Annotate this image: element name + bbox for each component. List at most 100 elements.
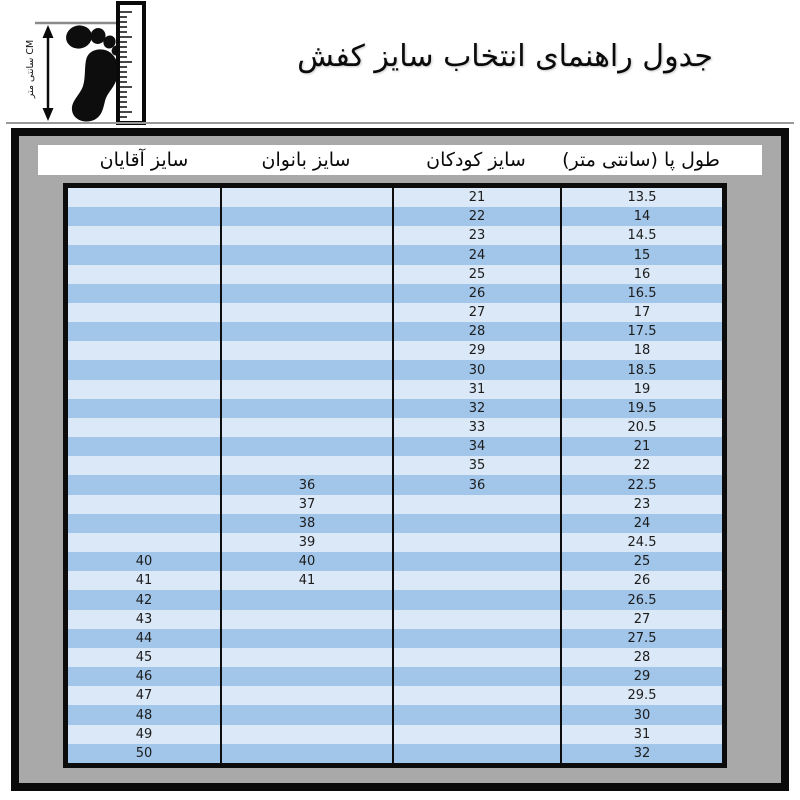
cell-children <box>392 552 560 572</box>
cell-women <box>220 226 392 246</box>
cell-children: 36 <box>392 475 560 495</box>
cell-foot: 26.5 <box>560 590 722 610</box>
cell-foot: 24.5 <box>560 532 722 553</box>
table-row: 37 23 <box>68 494 722 514</box>
cell-foot: 27.5 <box>560 628 722 648</box>
cell-children: 35 <box>392 456 560 476</box>
cell-women <box>220 590 392 610</box>
cell-men <box>68 341 220 360</box>
cell-women <box>220 322 392 342</box>
cell-men <box>68 284 220 303</box>
table-row: 36 36 22.5 <box>68 475 722 495</box>
cell-men: 43 <box>135 611 153 627</box>
cell-women <box>220 686 392 706</box>
cell-children: 26 <box>392 283 560 303</box>
table-row: 49 31 <box>68 724 722 744</box>
cell-foot: 19.5 <box>560 398 722 418</box>
cell-men <box>68 322 220 341</box>
cell-women: 36 <box>220 475 392 495</box>
cell-children <box>392 667 560 687</box>
cell-men <box>68 188 220 207</box>
cell-women <box>220 705 392 725</box>
cell-women <box>220 724 392 744</box>
cell-men: 50 <box>135 745 153 761</box>
table-row: 45 28 <box>68 647 722 668</box>
cell-women <box>220 628 392 648</box>
top-divider-line <box>6 122 794 124</box>
table-row: 23 14.5 <box>68 226 722 246</box>
table-row: 48 30 <box>68 705 722 725</box>
cell-foot: 26 <box>560 571 722 591</box>
cell-children: 28 <box>392 322 560 342</box>
cell-women <box>220 398 392 418</box>
table-row: 34 21 <box>68 437 722 457</box>
table-header-row: سایز آقایان سایز بانوان سایز کودکان طول پا … <box>38 145 762 175</box>
cell-men <box>68 245 220 264</box>
cell-children <box>392 494 560 514</box>
measure-arrow-icon <box>42 25 54 121</box>
cell-women <box>220 417 392 438</box>
cell-foot: 23 <box>560 494 722 514</box>
column-header-women: سایز بانوان <box>261 149 351 171</box>
table-row: 39 24.5 <box>68 532 722 553</box>
cell-women <box>220 379 392 399</box>
cell-women <box>220 188 392 208</box>
table-row: 40 40 25 <box>68 552 722 572</box>
cell-foot: 25 <box>560 552 722 572</box>
page-title: جدول راهنمای انتخاب سایز کفش <box>297 39 713 74</box>
column-header-men: سایز آقایان <box>99 149 189 171</box>
cell-foot: 16.5 <box>560 283 722 303</box>
table-row: 38 24 <box>68 513 722 533</box>
cell-foot: 28 <box>560 647 722 668</box>
cell-children: 34 <box>392 437 560 457</box>
footprint-ruler-graphic <box>35 1 146 125</box>
cell-men: 41 <box>135 573 153 589</box>
size-guide-panel: سایز آقایان سایز بانوان سایز کودکان طول پا … <box>11 128 789 791</box>
cell-foot: 22.5 <box>560 475 722 495</box>
cell-children <box>392 686 560 706</box>
table-row: 44 27.5 <box>68 628 722 648</box>
cell-women: 41 <box>220 571 392 591</box>
table-row: 50 32 <box>68 743 722 763</box>
table-row: 29 18 <box>68 341 722 361</box>
table-row: 25 16 <box>68 264 722 284</box>
cell-children <box>392 532 560 553</box>
cell-women <box>220 341 392 361</box>
cell-men <box>68 265 220 284</box>
table-row: 31 19 <box>68 379 722 399</box>
table-row: 24 15 <box>68 245 722 265</box>
cell-men <box>68 303 220 322</box>
cell-children: 25 <box>392 264 560 284</box>
table-row: 26 16.5 <box>68 283 722 303</box>
table-row: 30 18.5 <box>68 360 722 380</box>
cell-men: 44 <box>135 630 153 646</box>
cell-men <box>68 380 220 399</box>
cell-foot: 17.5 <box>560 322 722 342</box>
cell-children: 21 <box>392 188 560 208</box>
cell-men: 47 <box>135 688 153 704</box>
cell-foot: 29.5 <box>560 686 722 706</box>
cell-men: 46 <box>135 669 153 685</box>
cell-men <box>68 475 220 494</box>
cell-foot: 27 <box>560 609 722 629</box>
cell-women <box>220 609 392 629</box>
cell-foot: 22 <box>560 456 722 476</box>
cell-children <box>392 609 560 629</box>
table-row: 22 14 <box>68 207 722 227</box>
cell-children: 27 <box>392 302 560 323</box>
cell-children <box>392 513 560 533</box>
cell-men: 42 <box>135 592 153 608</box>
ruler-icon <box>116 1 146 125</box>
cell-foot: 17 <box>560 302 722 323</box>
cell-foot: 14 <box>560 207 722 227</box>
cell-children: 31 <box>392 379 560 399</box>
cell-women <box>220 245 392 265</box>
cell-women <box>220 302 392 323</box>
foot-measure-icon: CM سانتی متر <box>8 0 156 126</box>
cell-women <box>220 456 392 476</box>
cell-foot: 31 <box>560 724 722 744</box>
cell-men <box>68 456 220 475</box>
cell-men: 45 <box>135 650 153 666</box>
table-row: 28 17.5 <box>68 322 722 342</box>
cell-foot: 13.5 <box>560 188 722 208</box>
